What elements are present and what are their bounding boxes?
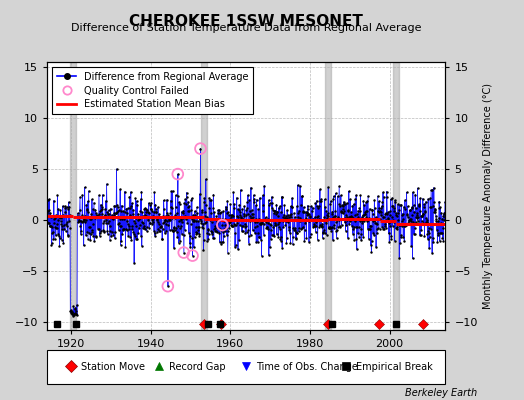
Bar [70, 62, 76, 330]
Y-axis label: Monthly Temperature Anomaly Difference (°C): Monthly Temperature Anomaly Difference (… [483, 83, 494, 309]
Text: Difference of Station Temperature Data from Regional Average: Difference of Station Temperature Data f… [71, 23, 421, 33]
Point [188, 252, 196, 259]
Point [173, 171, 182, 177]
Text: Station Move: Station Move [81, 362, 145, 372]
FancyBboxPatch shape [47, 350, 445, 384]
Text: CHEROKEE 1SSW MESONET: CHEROKEE 1SSW MESONET [129, 14, 363, 29]
Text: Time of Obs. Change: Time of Obs. Change [256, 362, 358, 372]
Point [180, 249, 188, 256]
Legend: Difference from Regional Average, Quality Control Failed, Estimated Station Mean: Difference from Regional Average, Qualit… [52, 67, 254, 114]
Text: Empirical Break: Empirical Break [356, 362, 432, 372]
Bar [325, 62, 331, 330]
Point [218, 222, 226, 228]
Text: Record Gap: Record Gap [169, 362, 225, 372]
Point [196, 146, 205, 152]
Point [163, 283, 172, 289]
Bar [202, 62, 208, 330]
Bar [392, 62, 399, 330]
Text: Berkeley Earth: Berkeley Earth [405, 388, 477, 398]
